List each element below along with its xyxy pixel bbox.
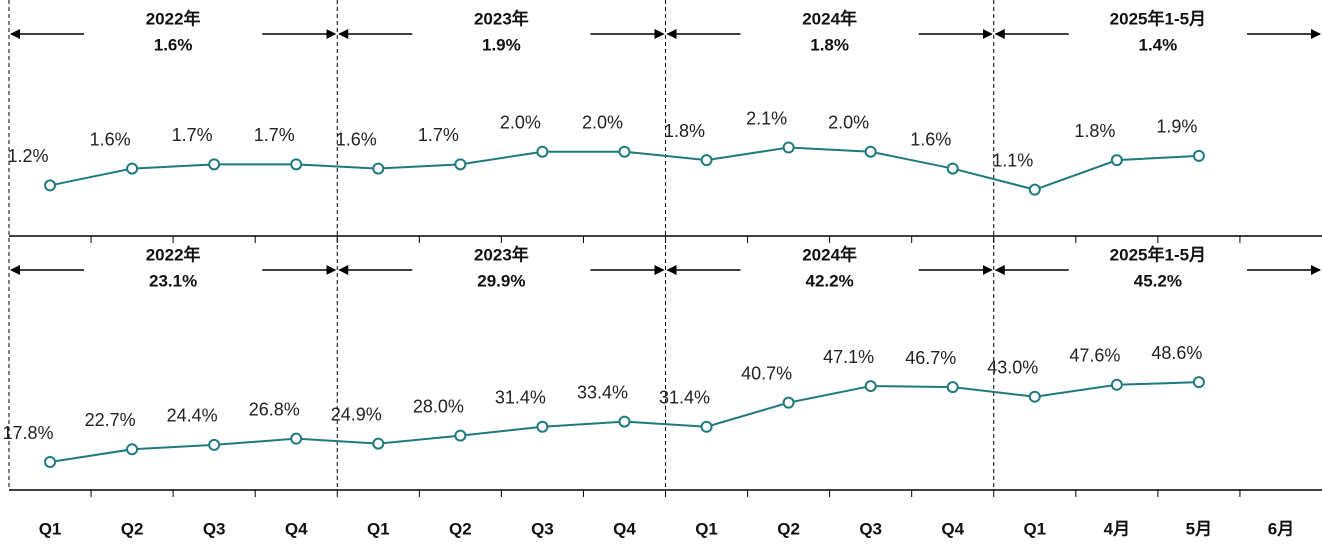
value-label: 28.0% [413, 396, 464, 416]
period-value: 1.6% [154, 35, 193, 54]
value-label: 46.7% [905, 348, 956, 368]
x-tick-label: 6月 [1268, 519, 1294, 538]
value-label: 31.4% [659, 388, 710, 408]
point [1192, 149, 1205, 162]
value-label: 48.6% [1151, 343, 1202, 363]
period-value: 1.8% [810, 35, 849, 54]
point [1028, 390, 1041, 403]
point [1028, 183, 1041, 196]
period-value: 45.2% [1134, 271, 1182, 290]
x-tick-label: Q4 [285, 519, 308, 538]
value-label: 1.6% [910, 129, 951, 149]
point [700, 154, 713, 167]
point [290, 432, 303, 445]
point [454, 429, 467, 442]
period-name: 2023年 [474, 244, 529, 264]
value-label: 1.8% [1074, 121, 1115, 141]
x-tick-label: Q1 [367, 519, 390, 538]
value-label: 24.4% [167, 406, 218, 426]
x-tick-label: Q2 [121, 519, 144, 538]
x-tick-label: Q2 [777, 519, 800, 538]
value-label: 1.7% [254, 125, 295, 145]
point [290, 158, 303, 171]
point [700, 420, 713, 433]
point [1110, 154, 1123, 167]
value-label: 47.6% [1069, 346, 1120, 366]
point [208, 158, 221, 171]
value-label: 1.9% [1156, 117, 1197, 137]
value-label: 1.7% [172, 125, 213, 145]
period-name: 2022年 [146, 244, 201, 264]
point [44, 456, 57, 469]
x-tick-label: Q1 [39, 519, 62, 538]
point [946, 381, 959, 394]
point [372, 437, 385, 450]
period-name: 2023年 [474, 8, 529, 28]
point [782, 141, 795, 154]
value-label: 26.8% [249, 399, 300, 419]
period-value: 42.2% [806, 271, 854, 290]
x-tick-label: 5月 [1186, 519, 1212, 538]
value-label: 40.7% [741, 363, 792, 383]
point [618, 415, 631, 428]
value-label: 1.8% [664, 121, 705, 141]
point [126, 443, 139, 456]
value-label: 1.2% [8, 146, 49, 166]
point [1110, 378, 1123, 391]
value-label: 22.7% [85, 410, 136, 430]
value-label: 1.7% [418, 125, 459, 145]
period-value: 23.1% [149, 271, 197, 290]
value-label: 1.6% [90, 129, 131, 149]
value-label: 2.0% [500, 112, 541, 132]
value-label: 31.4% [495, 388, 546, 408]
period-name: 2025年1-5月 [1110, 8, 1206, 28]
x-tick-label: Q1 [1023, 519, 1046, 538]
point [208, 438, 221, 451]
point [864, 380, 877, 393]
point [454, 158, 467, 171]
point [618, 145, 631, 158]
point [946, 162, 959, 175]
point [372, 162, 385, 175]
point [126, 162, 139, 175]
period-name: 2024年 [802, 8, 857, 28]
x-tick-label: Q4 [941, 519, 964, 538]
point [1192, 376, 1205, 389]
value-label: 47.1% [823, 347, 874, 367]
value-label: 2.0% [828, 112, 869, 132]
x-tick-label: Q3 [859, 519, 882, 538]
value-label: 24.9% [331, 404, 382, 424]
point [864, 145, 877, 158]
period-name: 2022年 [146, 8, 201, 28]
value-label: 17.8% [3, 423, 54, 443]
value-label: 2.0% [582, 112, 623, 132]
value-label: 2.1% [746, 108, 787, 128]
value-label: 33.4% [577, 382, 628, 402]
period-value: 1.4% [1139, 35, 1178, 54]
x-tick-label: Q3 [203, 519, 226, 538]
x-tick-label: Q2 [449, 519, 472, 538]
period-name: 2025年1-5月 [1110, 244, 1206, 264]
point [536, 420, 549, 433]
x-tick-label: Q1 [695, 519, 718, 538]
point [44, 179, 57, 192]
x-tick-label: 4月 [1104, 519, 1130, 538]
value-label: 43.0% [987, 357, 1038, 377]
period-value: 1.9% [482, 35, 521, 54]
x-tick-label: Q4 [613, 519, 636, 538]
period-value: 29.9% [477, 271, 525, 290]
x-tick-label: Q3 [531, 519, 554, 538]
point [536, 145, 549, 158]
value-label: 1.1% [992, 150, 1033, 170]
period-name: 2024年 [802, 244, 857, 264]
point [782, 396, 795, 409]
value-label: 1.6% [336, 129, 377, 149]
